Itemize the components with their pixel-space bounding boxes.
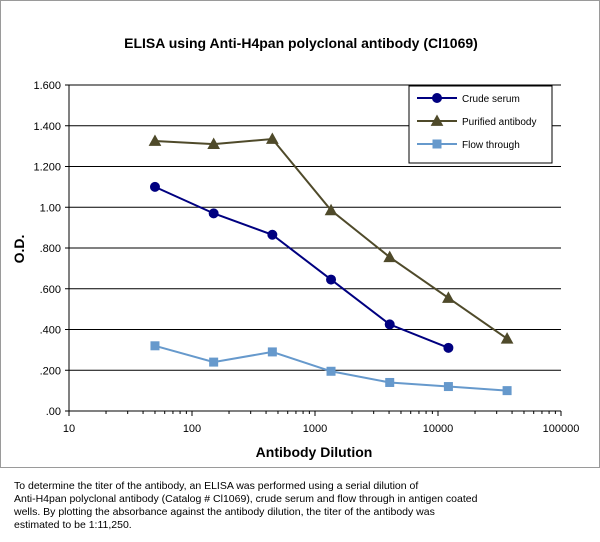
data-point-triangle xyxy=(324,203,338,216)
y-tick-label: .200 xyxy=(40,365,61,377)
data-point-square xyxy=(385,377,395,387)
data-point-triangle xyxy=(265,132,279,144)
data-point-square xyxy=(209,357,219,367)
legend: Crude serum Purified antibody Flow through xyxy=(408,85,553,164)
data-point-circle xyxy=(326,274,337,285)
y-tick-label: .800 xyxy=(40,243,61,255)
y-axis-title: O.D. xyxy=(11,235,27,264)
elisa-chart: ELISA using Anti-H4pan polyclonal antibo… xyxy=(11,35,579,460)
axes xyxy=(65,84,562,416)
chart-frame: ELISA using Anti-H4pan polyclonal antibo… xyxy=(0,0,600,468)
legend-swatch-marker xyxy=(430,114,444,126)
data-point-square xyxy=(150,341,160,351)
data-point-triangle xyxy=(207,137,221,149)
series-line xyxy=(154,185,449,349)
data-point-circle xyxy=(208,208,219,219)
data-point-triangle xyxy=(442,291,455,303)
x-tick-label: 1000 xyxy=(303,423,327,435)
data-point-triangle xyxy=(383,250,397,263)
x-tick-label: 100 xyxy=(183,423,201,435)
data-point-circle xyxy=(443,342,454,353)
x-tick-label: 10000 xyxy=(423,423,454,435)
legend-label: Flow through xyxy=(462,140,520,151)
chart-title: ELISA using Anti-H4pan polyclonal antibo… xyxy=(124,35,478,51)
series-purified-antibody xyxy=(148,132,514,344)
series-flow-through xyxy=(150,341,512,396)
y-tick-label: 1.00 xyxy=(40,202,61,214)
y-tick-label: .400 xyxy=(40,325,61,337)
data-point-triangle xyxy=(500,332,514,344)
data-point-square xyxy=(267,347,277,357)
data-point-square xyxy=(326,366,336,376)
data-point-square xyxy=(502,386,512,396)
y-tick-label: 1.200 xyxy=(33,162,61,174)
legend-label: Crude serum xyxy=(462,94,520,105)
y-tick-label: .600 xyxy=(40,284,61,296)
data-point-circle xyxy=(149,181,160,192)
legend-label: Purified antibody xyxy=(462,117,537,128)
legend-swatch-marker xyxy=(432,93,442,103)
y-tick-label: .00 xyxy=(46,406,61,418)
x-tick-label: 100000 xyxy=(543,423,580,435)
tick-labels: .00 .200 .400 .600 .800 1.00 1.200 1.400 1.600 10… xyxy=(33,80,579,435)
x-axis-title: Antibody Dilution xyxy=(256,444,373,460)
series-lines xyxy=(148,132,514,396)
legend-swatch-marker xyxy=(432,139,442,149)
data-point-square xyxy=(443,382,453,392)
figure-caption: To determine the titer of the antibody, … xyxy=(14,480,478,531)
series-crude-serum xyxy=(149,181,454,353)
data-point-circle xyxy=(267,229,278,240)
data-point-circle xyxy=(384,319,395,330)
x-tick-label: 10 xyxy=(63,423,75,435)
gridlines xyxy=(69,84,561,371)
series-line xyxy=(154,137,508,340)
data-point-triangle xyxy=(148,134,162,146)
y-tick-label: 1.600 xyxy=(33,80,61,92)
y-tick-label: 1.400 xyxy=(33,121,61,133)
